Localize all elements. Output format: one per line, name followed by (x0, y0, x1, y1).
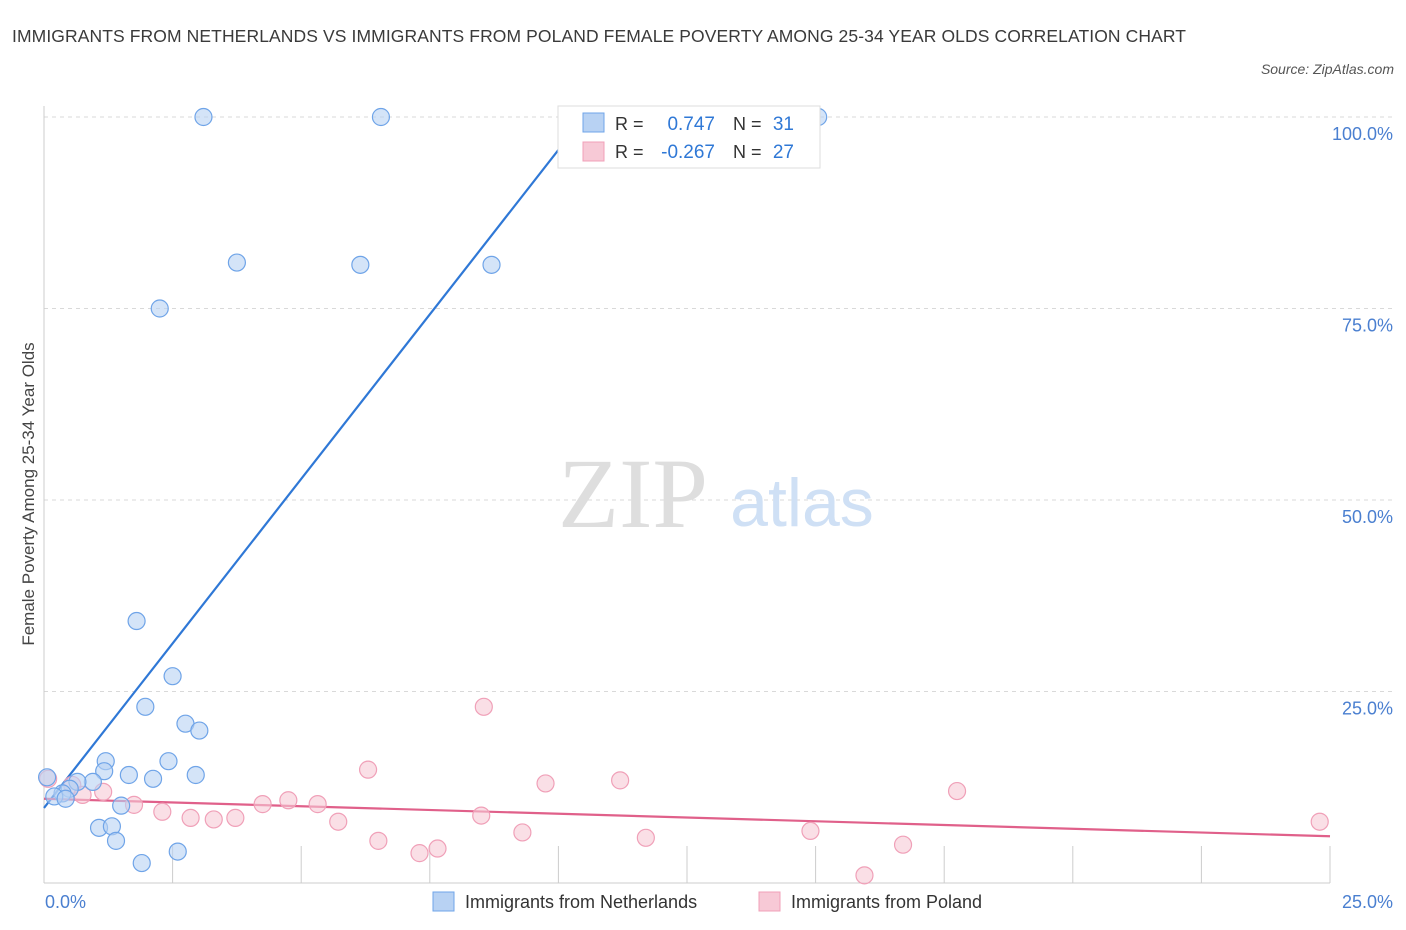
point-netherlands-9[interactable] (136, 697, 155, 716)
legend-label-netherlands[interactable]: Immigrants from Netherlands (465, 892, 697, 912)
point-poland-21[interactable] (611, 771, 630, 790)
stats-n-label-netherlands: N = (733, 114, 762, 134)
point-netherlands-15[interactable] (119, 765, 138, 785)
watermark-zip: ZIP (558, 438, 708, 549)
point-poland-25[interactable] (893, 835, 913, 854)
point-poland-12[interactable] (329, 812, 348, 831)
point-poland-14[interactable] (369, 831, 388, 850)
point-poland-7[interactable] (204, 810, 223, 829)
chart-title: IMMIGRANTS FROM NETHERLANDS VS IMMIGRANT… (12, 26, 1187, 46)
legend-label-poland[interactable]: Immigrants from Poland (791, 892, 982, 912)
point-netherlands-11[interactable] (190, 721, 209, 740)
point-netherlands-0[interactable] (194, 107, 213, 127)
data-points (37, 107, 1329, 885)
point-netherlands-17[interactable] (143, 769, 163, 788)
legend: Immigrants from Netherlands Immigrants f… (432, 891, 982, 912)
point-netherlands-13[interactable] (159, 752, 178, 771)
point-poland-6[interactable] (181, 808, 200, 827)
stats-box: R = 0.747 N = 31 R = -0.267 N = 27 (557, 105, 821, 169)
point-netherlands-23[interactable] (56, 789, 75, 808)
point-poland-22[interactable] (636, 828, 655, 847)
stats-r-value-netherlands: 0.747 (667, 114, 715, 135)
point-poland-15[interactable] (410, 844, 429, 863)
point-netherlands-18[interactable] (83, 772, 102, 791)
point-netherlands-7[interactable] (127, 611, 146, 631)
point-poland-17[interactable] (474, 697, 493, 716)
point-poland-8[interactable] (226, 808, 245, 827)
point-netherlands-28[interactable] (106, 831, 126, 850)
stats-swatch-poland (582, 141, 605, 162)
point-netherlands-1[interactable] (371, 107, 391, 127)
stats-r-label-poland: R = (615, 142, 644, 162)
point-poland-19[interactable] (513, 823, 532, 842)
y-tick-label-2: 50.0% (1342, 507, 1393, 527)
point-netherlands-24[interactable] (37, 768, 57, 787)
y-tick-labels: 100.0% 75.0% 50.0% 25.0% (1332, 124, 1393, 719)
y-tick-label-3: 25.0% (1342, 699, 1393, 719)
point-poland-13[interactable] (358, 760, 378, 779)
source-credit: Source: ZipAtlas.com (1260, 61, 1394, 77)
point-netherlands-4[interactable] (351, 255, 370, 274)
y-tick-label-1: 75.0% (1342, 316, 1393, 336)
point-poland-9[interactable] (253, 795, 272, 814)
legend-swatch-netherlands[interactable] (432, 891, 455, 912)
gridlines (44, 116, 1392, 692)
stats-n-value-netherlands: 31 (773, 114, 794, 135)
legend-swatch-poland[interactable] (758, 891, 781, 912)
point-netherlands-14[interactable] (95, 762, 114, 781)
point-poland-10[interactable] (279, 791, 298, 810)
stats-r-label-netherlands: R = (615, 114, 644, 134)
point-poland-23[interactable] (801, 821, 820, 841)
watermark-atlas: atlas (730, 465, 874, 541)
x-tick-label-max: 25.0% (1342, 892, 1393, 912)
point-netherlands-3[interactable] (227, 253, 246, 272)
point-poland-16[interactable] (428, 839, 447, 858)
point-netherlands-30[interactable] (168, 842, 187, 861)
point-poland-24[interactable] (855, 866, 874, 885)
point-poland-5[interactable] (153, 802, 172, 821)
stats-r-value-poland: -0.267 (661, 142, 715, 163)
point-netherlands-25[interactable] (112, 796, 131, 815)
trend-line-netherlands (43, 116, 585, 809)
point-netherlands-6[interactable] (150, 299, 169, 318)
point-poland-18[interactable] (472, 806, 491, 825)
y-tick-label-0: 100.0% (1332, 124, 1393, 144)
point-poland-20[interactable] (536, 774, 555, 793)
x-tick-label-min: 0.0% (45, 892, 86, 912)
point-netherlands-16[interactable] (186, 765, 205, 785)
x-tick-marks (172, 846, 1331, 883)
point-poland-27[interactable] (1310, 812, 1329, 831)
stats-n-label-poland: N = (733, 142, 762, 162)
point-netherlands-29[interactable] (132, 853, 151, 873)
point-poland-11[interactable] (308, 795, 327, 814)
stats-swatch-netherlands (582, 112, 605, 133)
point-poland-26[interactable] (947, 781, 967, 801)
stats-n-value-poland: 27 (773, 142, 794, 163)
point-netherlands-8[interactable] (163, 667, 182, 686)
point-netherlands-5[interactable] (482, 255, 501, 274)
